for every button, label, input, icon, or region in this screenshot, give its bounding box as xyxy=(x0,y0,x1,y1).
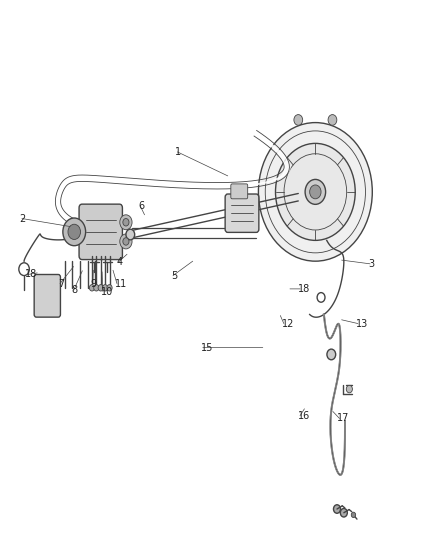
Circle shape xyxy=(98,285,103,291)
Text: 12: 12 xyxy=(282,319,294,328)
Circle shape xyxy=(258,123,372,261)
Text: 18: 18 xyxy=(298,284,310,294)
Circle shape xyxy=(305,180,325,204)
FancyBboxPatch shape xyxy=(79,204,122,260)
Circle shape xyxy=(340,508,347,517)
Text: 13: 13 xyxy=(356,319,368,328)
Circle shape xyxy=(346,385,353,393)
Circle shape xyxy=(107,285,112,291)
Text: 6: 6 xyxy=(138,201,144,211)
Circle shape xyxy=(333,505,340,513)
Text: 4: 4 xyxy=(116,257,122,267)
Text: 16: 16 xyxy=(298,411,310,421)
Text: 10: 10 xyxy=(101,287,113,296)
FancyBboxPatch shape xyxy=(225,194,259,232)
Circle shape xyxy=(89,285,95,291)
Text: 5: 5 xyxy=(171,271,177,280)
Text: 9: 9 xyxy=(91,279,97,288)
Circle shape xyxy=(310,185,321,199)
Text: 11: 11 xyxy=(115,279,127,288)
Circle shape xyxy=(68,224,81,239)
Circle shape xyxy=(276,143,355,240)
Text: 17: 17 xyxy=(337,414,350,423)
Circle shape xyxy=(102,285,108,291)
Circle shape xyxy=(123,219,129,226)
FancyBboxPatch shape xyxy=(231,184,248,199)
Circle shape xyxy=(328,115,337,125)
Circle shape xyxy=(94,285,99,291)
Circle shape xyxy=(120,234,132,249)
Text: 8: 8 xyxy=(71,286,78,295)
Circle shape xyxy=(63,218,86,246)
Circle shape xyxy=(327,349,336,360)
FancyBboxPatch shape xyxy=(34,274,60,317)
Circle shape xyxy=(126,229,135,240)
Text: 15: 15 xyxy=(201,343,213,352)
Text: 1: 1 xyxy=(175,147,181,157)
Text: 7: 7 xyxy=(58,279,64,288)
Circle shape xyxy=(120,215,132,230)
Circle shape xyxy=(294,115,303,125)
Text: 3: 3 xyxy=(368,259,374,269)
Text: 18: 18 xyxy=(25,270,38,279)
Circle shape xyxy=(351,512,356,518)
Text: 2: 2 xyxy=(20,214,26,223)
Circle shape xyxy=(123,238,129,245)
